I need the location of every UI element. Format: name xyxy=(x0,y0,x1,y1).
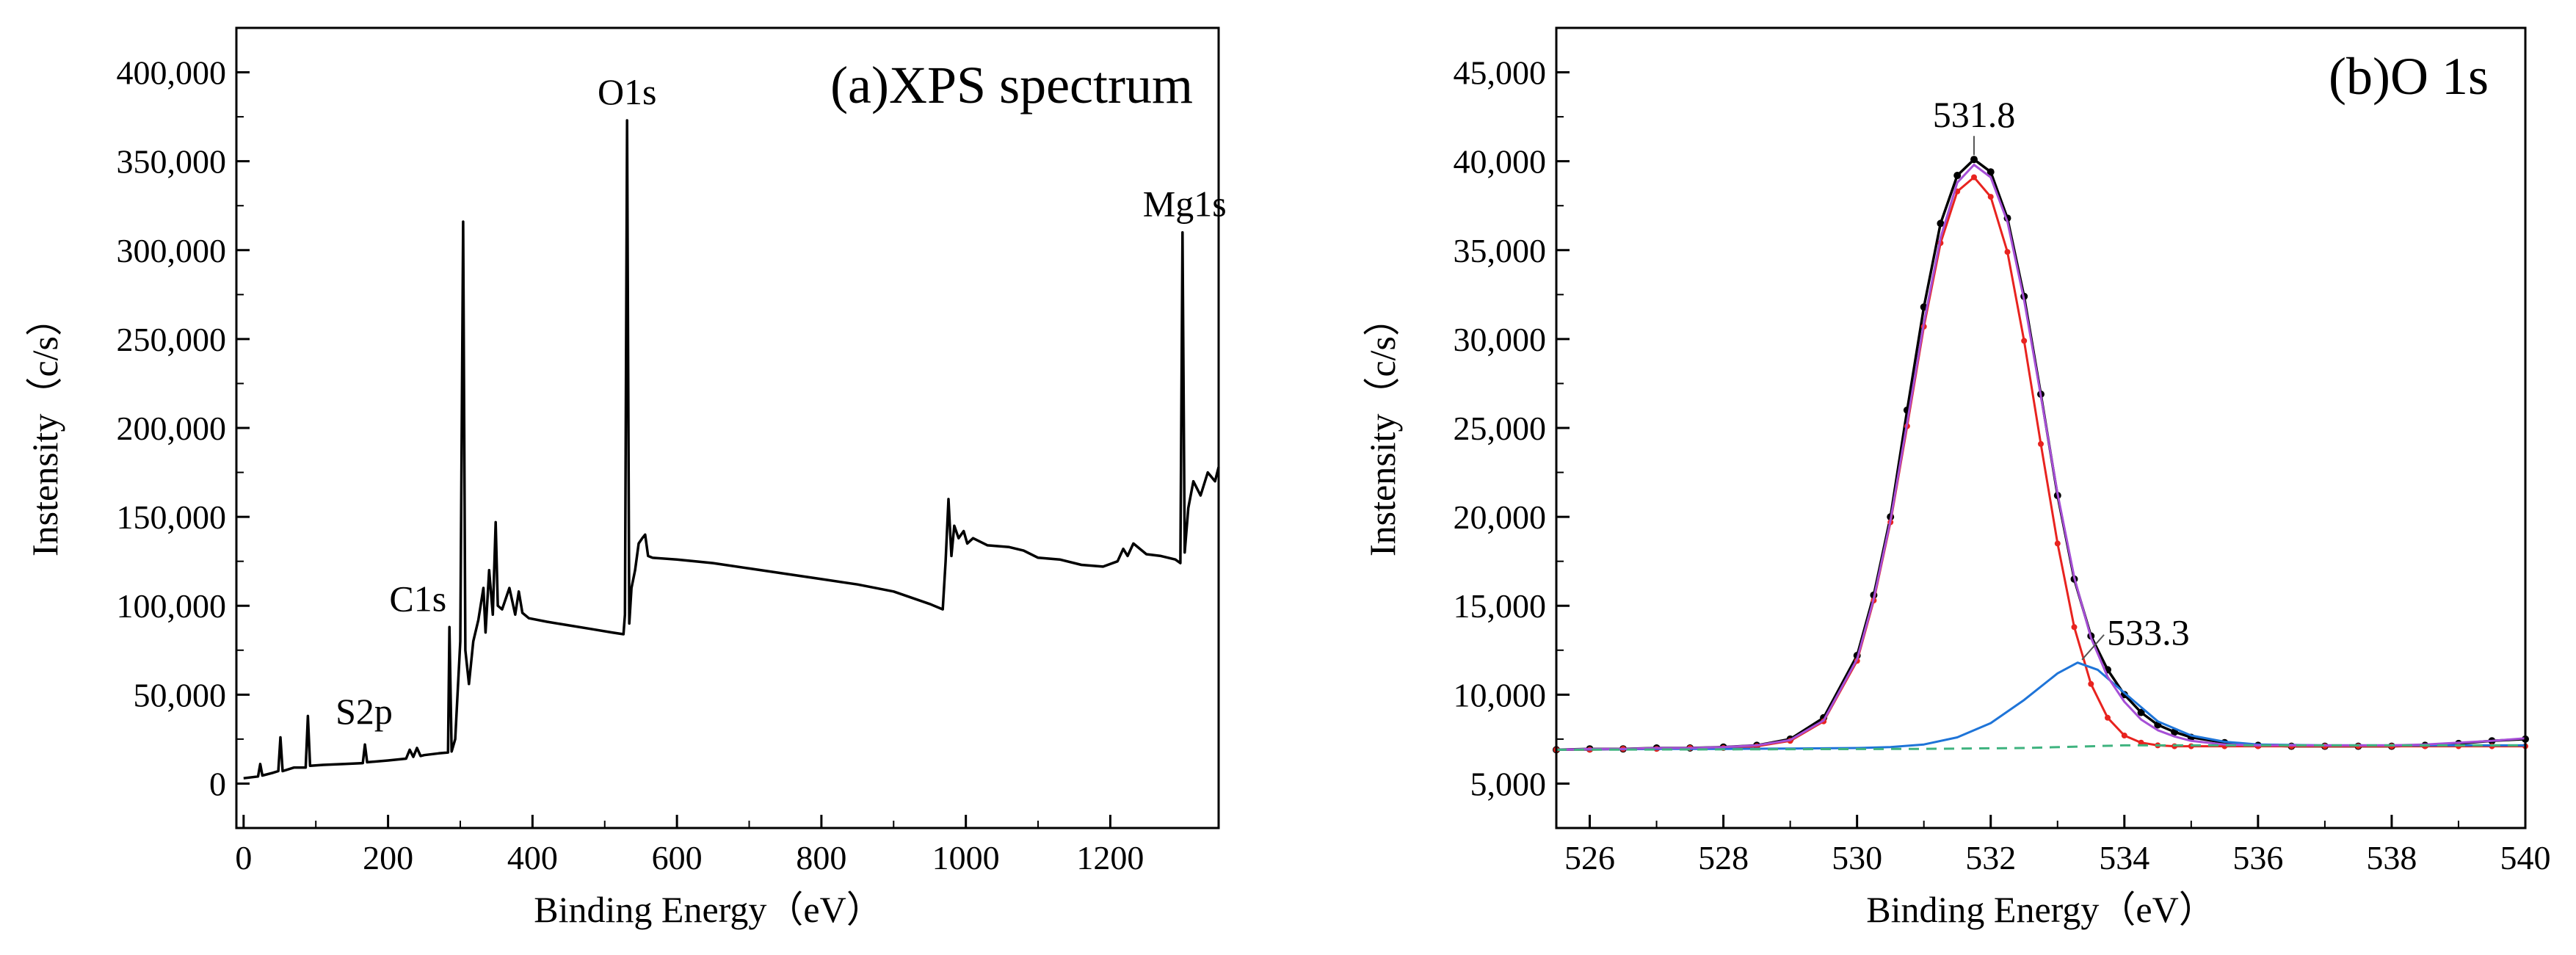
panel-a-y-tick-label: 0 xyxy=(209,765,226,802)
panel-b-data-point xyxy=(1987,194,1994,200)
panel-b-x-tick-label: 532 xyxy=(1965,839,2016,876)
panel-a-xps-survey: 0 200 400 600 800 1000 1200 0 50,000 100,000 150,0… xyxy=(24,26,1227,930)
panel-b-y-tick-label: 20,000 xyxy=(1454,498,1547,536)
panel-b-x-tick-label: 540 xyxy=(2500,839,2551,876)
panel-b-y-tick-label: 35,000 xyxy=(1454,232,1547,269)
panel-b-data-point xyxy=(2120,691,2128,699)
panel-a-y-tick-label: 250,000 xyxy=(117,321,227,358)
panel-b-o1s-spectrum: 526 528 530 532 534 536 538 540 5,000 10,000 15,00… xyxy=(1362,26,2551,930)
panel-a-peak-label: S2p xyxy=(335,691,393,732)
panel-b-data-point xyxy=(2021,338,2028,344)
panel-a-y-tick-label: 200,000 xyxy=(117,410,227,447)
panel-b-series-fit-peak-531-8 xyxy=(1556,176,2525,751)
panel-b-y-tick-label: 5,000 xyxy=(1470,765,1547,802)
panel-b-y-tick-label: 30,000 xyxy=(1454,321,1547,358)
panel-b-series-fit-peak-533-3 xyxy=(1556,661,2525,751)
panel-b-data-point xyxy=(1937,219,1945,228)
panel-b-data-point xyxy=(1971,174,1977,181)
panel-b-data-point xyxy=(2137,708,2145,716)
panel-b-frame xyxy=(1555,26,2527,829)
panel-b-data-point xyxy=(1953,172,1962,179)
panel-b-data-point xyxy=(2121,733,2127,738)
panel-a-peak-label: O1s xyxy=(598,71,657,112)
panel-a-y-tick-label: 150,000 xyxy=(117,498,227,536)
panel-b-peak-label: 533.3 xyxy=(2107,612,2190,653)
panel-a-x-tick-label: 400 xyxy=(507,839,558,876)
panel-a-x-tick-label: 1200 xyxy=(1076,839,1144,876)
panel-b-x-axis-title: Binding Energy（eV） xyxy=(1866,889,2215,930)
panel-a-peak-label: C1s xyxy=(389,578,446,619)
panel-a-x-axis-title: Binding Energy（eV） xyxy=(534,889,882,930)
panel-b-data-point xyxy=(1987,168,1995,176)
panel-a-peak-label: Mg1s xyxy=(1143,184,1227,225)
panel-b-series-raw-data xyxy=(1556,158,2526,752)
panel-a-frame xyxy=(235,26,1220,829)
panel-a-x-tick-label: 200 xyxy=(363,839,413,876)
panel-b-data-point xyxy=(2071,624,2078,631)
panel-b-series-envelope xyxy=(1556,164,2526,751)
panel-b-x-tick-label: 538 xyxy=(2366,839,2417,876)
panel-b-data-point xyxy=(2054,540,2061,547)
panel-b-peak-label: 531.8 xyxy=(1933,94,2016,135)
panel-b-data-point xyxy=(2004,249,2011,255)
panel-b-data-point xyxy=(2088,680,2094,687)
panel-b-series-background xyxy=(1556,744,2525,751)
panel-a-x-tick-label: 0 xyxy=(235,839,252,876)
panel-b-data-point xyxy=(1970,156,1978,164)
panel-a-y-tick-label: 400,000 xyxy=(117,54,227,92)
panel-b-x-tick-label: 536 xyxy=(2232,839,2283,876)
panel-b-y-tick-label: 40,000 xyxy=(1454,143,1547,181)
panel-b-y-tick-label: 45,000 xyxy=(1454,54,1547,92)
panel-a-x-tick-label: 800 xyxy=(796,839,846,876)
panel-b-y-tick-label: 25,000 xyxy=(1454,410,1547,447)
panel-b-data-point xyxy=(2038,440,2044,447)
panel-a-y-tick-label: 100,000 xyxy=(117,587,227,625)
panel-b-x-tick-label: 530 xyxy=(1832,839,1882,876)
panel-a-y-tick-label: 350,000 xyxy=(117,143,227,181)
panel-b-y-tick-label: 10,000 xyxy=(1454,676,1547,713)
panel-b-data-point xyxy=(2138,739,2144,746)
panel-b-y-tick-label: 15,000 xyxy=(1454,587,1547,625)
panel-b-x-tick-label: 534 xyxy=(2099,839,2149,876)
panel-a-series-xps-survey xyxy=(243,119,1220,780)
panel-b-data-point xyxy=(2105,714,2111,721)
panel-b-x-tick-label: 528 xyxy=(1698,839,1749,876)
panel-a-x-tick-label: 600 xyxy=(652,839,703,876)
panel-b-title: (b)O 1s xyxy=(2329,47,2489,106)
panel-b-x-tick-label: 526 xyxy=(1564,839,1615,876)
panel-a-y-tick-label: 300,000 xyxy=(117,232,227,269)
panel-a-x-tick-label: 1000 xyxy=(932,839,1000,876)
panel-a-title: (a)XPS spectrum xyxy=(830,56,1193,115)
panel-b-annotation-leader xyxy=(2081,634,2105,661)
panel-a-y-tick-label: 50,000 xyxy=(134,676,227,713)
panel-a-y-axis-title: Instensity（c/s） xyxy=(24,299,65,556)
panel-b-y-axis-title: Instensity（c/s） xyxy=(1362,299,1403,556)
